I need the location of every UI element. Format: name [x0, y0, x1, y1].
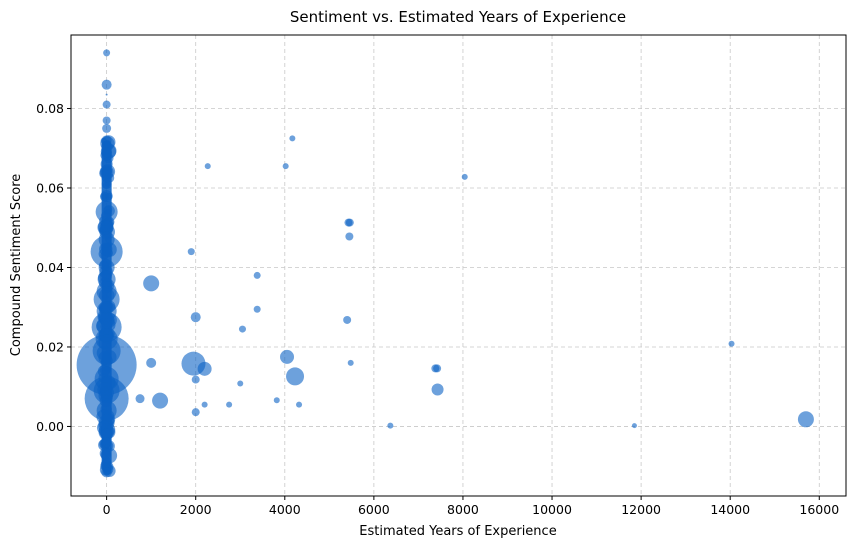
data-point: [461, 173, 468, 180]
x-tick-label: 14000: [710, 502, 750, 517]
data-point: [143, 275, 160, 292]
data-point: [102, 456, 112, 466]
data-point: [146, 357, 157, 368]
data-point: [102, 100, 111, 109]
data-point: [103, 49, 111, 57]
y-tick-label: 0.00: [36, 419, 64, 434]
data-point: [273, 397, 280, 404]
data-point: [101, 79, 112, 90]
x-tick-label: 16000: [799, 502, 839, 517]
data-point: [201, 401, 208, 408]
y-tick-label: 0.04: [36, 260, 64, 275]
data-point: [101, 135, 112, 146]
x-tick-label: 8000: [447, 502, 479, 517]
data-point: [99, 165, 114, 180]
data-point: [347, 359, 354, 366]
data-point: [102, 116, 111, 125]
x-tick-label: 10000: [532, 502, 572, 517]
grid-lines: [71, 35, 846, 496]
data-point: [197, 361, 212, 376]
y-axis-title: Compound Sentiment Score: [9, 174, 24, 357]
data-point: [135, 394, 145, 404]
x-tick-label: 0: [103, 502, 111, 517]
data-point: [95, 200, 118, 223]
data-point: [286, 367, 305, 386]
data-point: [289, 135, 296, 142]
data-point: [631, 423, 637, 429]
data-point: [105, 93, 108, 96]
data-point: [433, 364, 442, 373]
data-point: [204, 163, 211, 170]
x-tick-label: 4000: [269, 502, 301, 517]
data-point: [100, 428, 113, 441]
data-point: [187, 248, 195, 256]
data-point: [238, 325, 246, 333]
data-point: [101, 437, 112, 448]
data-point: [102, 448, 111, 457]
x-tick-label: 2000: [180, 502, 212, 517]
plot-frame: [70, 34, 847, 497]
data-point: [191, 375, 200, 384]
data-point: [190, 312, 201, 323]
data-point: [101, 147, 112, 158]
x-axis: 0 2000 4000 6000 8000 10000 12000 14000 16000: [103, 496, 839, 517]
data-point: [96, 400, 117, 421]
data-point: [343, 315, 352, 324]
data-point: [76, 334, 137, 395]
data-point: [191, 408, 200, 417]
data-point: [345, 232, 354, 241]
data-point: [84, 376, 129, 421]
data-point: [90, 235, 123, 268]
x-tick-label: 12000: [621, 502, 661, 517]
chart-title: Sentiment vs. Estimated Years of Experie…: [290, 8, 626, 26]
data-point: [431, 383, 444, 396]
data-point: [387, 422, 394, 429]
data-point: [253, 305, 261, 313]
data-points: [76, 49, 814, 478]
data-point: [99, 220, 114, 235]
data-point: [728, 340, 735, 347]
data-point: [102, 123, 112, 133]
data-point: [101, 179, 112, 190]
data-point: [100, 189, 113, 202]
data-point: [102, 467, 111, 476]
x-axis-title: Estimated Years of Experience: [359, 524, 556, 539]
data-point: [98, 414, 115, 431]
data-point: [280, 349, 295, 364]
data-point: [237, 380, 244, 387]
data-point: [152, 392, 169, 409]
data-point: [226, 401, 233, 408]
data-point: [253, 271, 261, 279]
data-point: [296, 401, 303, 408]
data-point: [797, 411, 814, 428]
y-tick-label: 0.08: [36, 101, 64, 116]
data-point: [345, 218, 354, 227]
data-point: [282, 163, 289, 170]
x-tick-label: 6000: [358, 502, 390, 517]
y-tick-label: 0.06: [36, 181, 64, 196]
y-axis: 0.00 0.02 0.04 0.06 0.08: [36, 101, 71, 434]
y-tick-label: 0.02: [36, 339, 64, 354]
